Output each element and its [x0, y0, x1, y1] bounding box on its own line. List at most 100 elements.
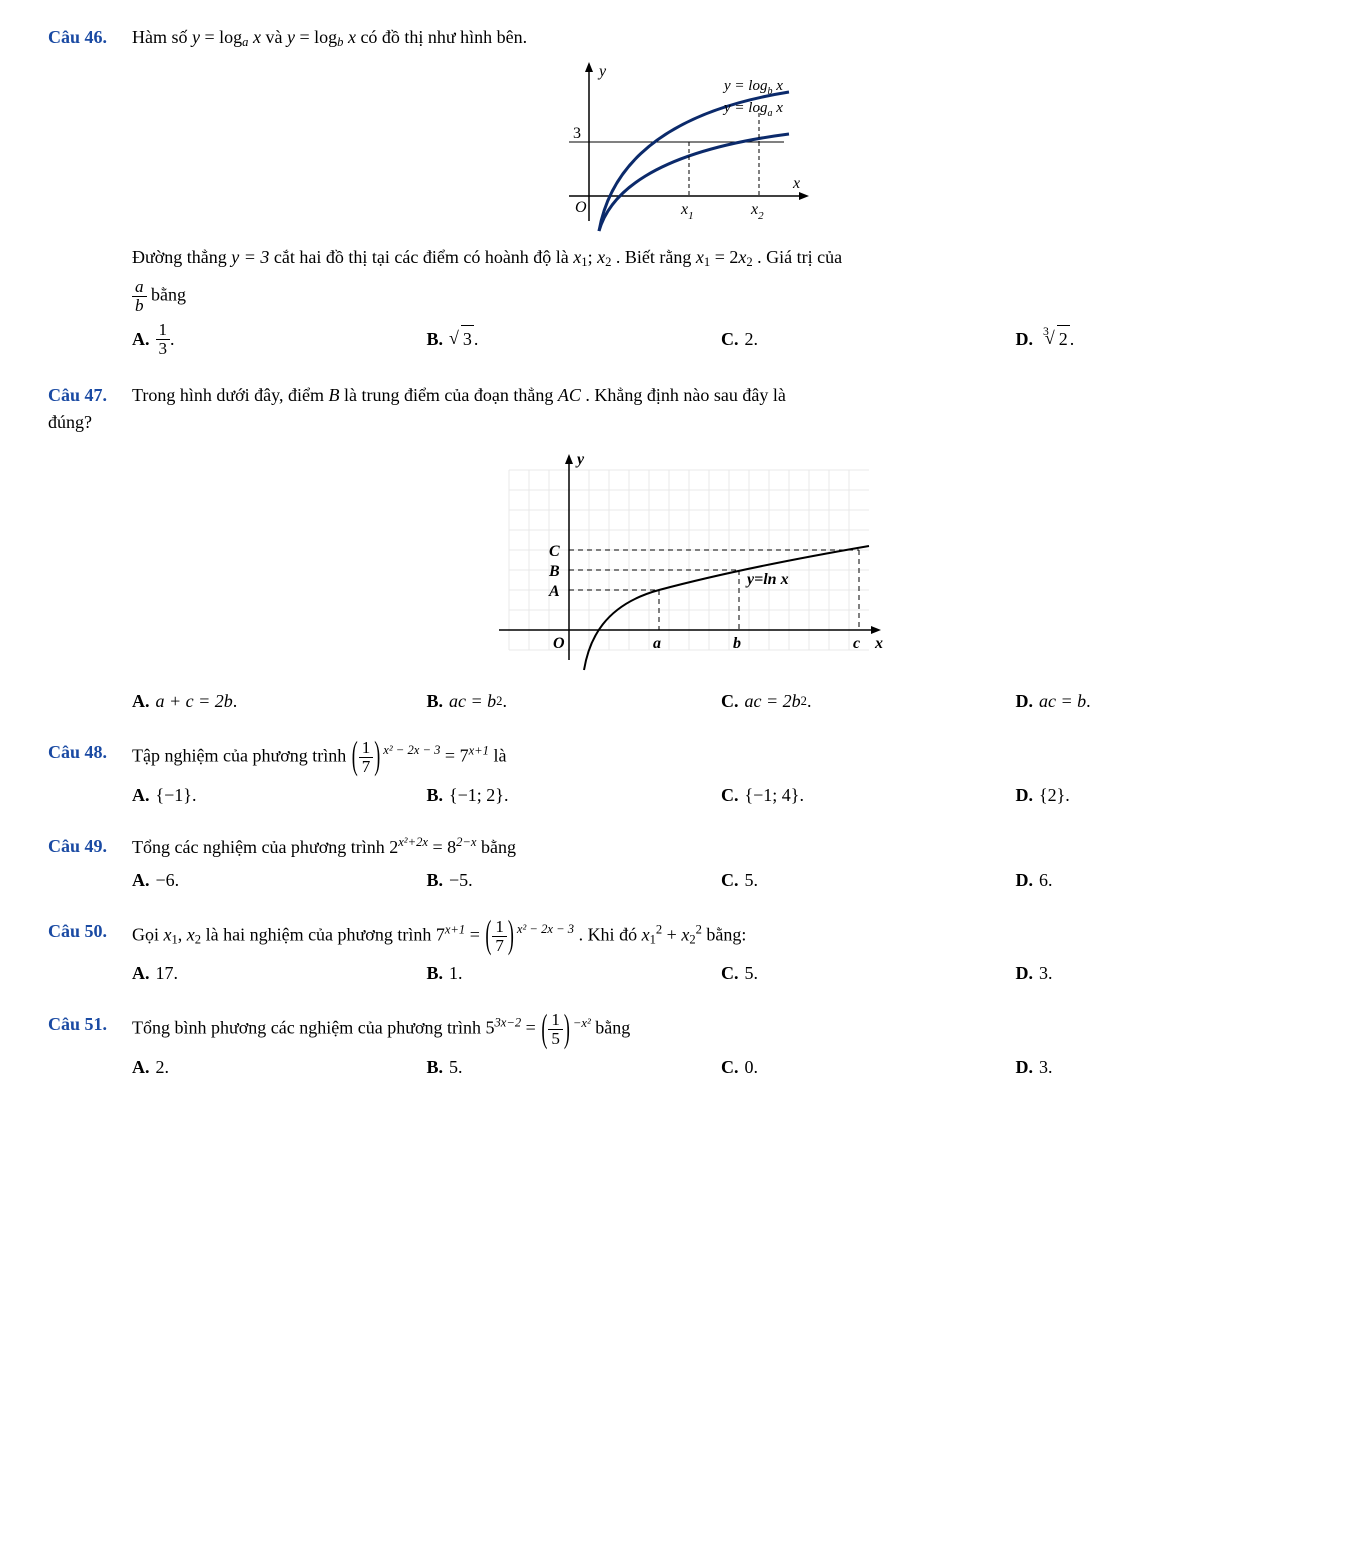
q47-opt-D[interactable]: D. ac = b . [1016, 688, 1311, 715]
q46-A-den: 3 [156, 339, 171, 358]
q46-y-axis-label: y [597, 63, 607, 80]
q49-As: . [175, 867, 180, 894]
q48-s1: Tập nghiệm của phương trình [132, 745, 351, 765]
q50-re: x² − 2x − 3 [517, 922, 574, 936]
q47-opt-A[interactable]: A. a + c = 2b . [132, 688, 427, 715]
q47-B: B [328, 385, 339, 405]
q51-lblA: A. [132, 1054, 150, 1081]
q48-Ds: . [1065, 782, 1070, 809]
q47-B-lhs: ac = b [449, 688, 496, 715]
q50-opt-B[interactable]: B.1. [427, 960, 722, 987]
q47-A-suf: . [233, 688, 238, 715]
q46-label: Câu 46. [48, 24, 132, 51]
q47-a-x-label: a [653, 635, 661, 652]
q51-s2: bằng [595, 1018, 630, 1038]
q48-lblD: D. [1016, 782, 1034, 809]
q51-opt-B[interactable]: B.5. [427, 1054, 722, 1081]
q46-B-rad: 3 [461, 325, 474, 353]
q46-A-num: 1 [156, 321, 171, 339]
q48-opt-C[interactable]: C.{−1; 4}. [721, 782, 1016, 809]
q47-lblB: B. [427, 688, 444, 715]
q49-lblC: C. [721, 867, 739, 894]
q48-opt-A[interactable]: A.{−1}. [132, 782, 427, 809]
q51-lblD: D. [1016, 1054, 1034, 1081]
q47-opt-C[interactable]: C. ac = 2b2 . [721, 688, 1016, 715]
q46-opt-B[interactable]: B. √3 . [427, 321, 722, 358]
q46-opt-C[interactable]: C. 2 . [721, 321, 1016, 358]
q49-A: −6 [156, 867, 175, 894]
q49-D: 6 [1039, 867, 1048, 894]
q46-stem-pre: Hàm số [132, 27, 192, 47]
q48-opt-B[interactable]: B.{−1; 2}. [427, 782, 722, 809]
q48-stem: Tập nghiệm của phương trình (17)x² − 2x … [132, 739, 1310, 776]
q46-x2-label: x2 [750, 201, 764, 222]
q51-re: −x² [573, 1016, 591, 1030]
q49-re: 2−x [456, 835, 476, 849]
q50-opt-C[interactable]: C.5. [721, 960, 1016, 987]
q46-opt-D[interactable]: D. 3√2 . [1016, 321, 1311, 358]
q50-sx1e: 2 [656, 922, 662, 936]
q51-A: 2 [156, 1054, 165, 1081]
q47-A-txt: a + c = 2b [156, 688, 233, 715]
q47-D-txt: ac = b [1039, 688, 1086, 715]
q50-eq: = [470, 924, 485, 944]
q50-Cs: . [754, 960, 759, 987]
q46-opt-A[interactable]: A. 13 . [132, 321, 427, 358]
q46-ytick: 3 [573, 125, 581, 142]
q47-B-suf: . [502, 688, 507, 715]
q47-opt-B[interactable]: B. ac = b2 . [427, 688, 722, 715]
q51-Ds: . [1048, 1054, 1053, 1081]
q51-opt-A[interactable]: A.2. [132, 1054, 427, 1081]
q47-s1: Trong hình dưới đây, điểm [132, 385, 328, 405]
q49-opt-C[interactable]: C.5. [721, 867, 1016, 894]
q47-C-lhs: ac = 2b [745, 688, 801, 715]
q51-opt-C[interactable]: C.0. [721, 1054, 1016, 1081]
q51-stem: Tổng bình phương các nghiệm của phương t… [132, 1011, 1310, 1048]
q46-base2: b [337, 35, 343, 49]
q50-opt-A[interactable]: A.17. [132, 960, 427, 987]
q47-lblA: A. [132, 688, 150, 715]
q50-le: x+1 [445, 922, 465, 936]
q49-opt-A[interactable]: A.−6. [132, 867, 427, 894]
q48-lexp: x² − 2x − 3 [383, 743, 440, 757]
q46-rel-ls: 1 [704, 255, 710, 269]
opt-label-D: D. [1016, 326, 1034, 353]
q49-label: Câu 49. [48, 833, 132, 860]
q50-opt-D[interactable]: D.3. [1016, 960, 1311, 987]
q49-le: x²+2x [398, 835, 428, 849]
q49-opt-B[interactable]: B.−5. [427, 867, 722, 894]
q50-sx2e: 2 [696, 922, 702, 936]
q48-fn: 1 [359, 739, 374, 757]
q46-frac-den: b [132, 296, 147, 315]
q46-rel-l: x [696, 247, 704, 267]
q48-A: {−1} [156, 782, 192, 809]
q48-D: {2} [1039, 782, 1065, 809]
question-46: Câu 46. Hàm số y = loga x và y = logb x … [48, 24, 1310, 358]
q50-C: 5 [745, 960, 754, 987]
q47-A-label: A [548, 583, 560, 600]
q50-label: Câu 50. [48, 918, 132, 945]
q50-lblB: B. [427, 960, 444, 987]
q48-Bs: . [504, 782, 509, 809]
q48-eq: = 7 [445, 745, 469, 765]
q51-s1: Tổng bình phương các nghiệm của phương t… [132, 1018, 485, 1038]
question-49: Câu 49. Tổng các nghiệm của phương trình… [48, 833, 1310, 894]
q46-p2-x2s: 2 [605, 255, 611, 269]
q50-lblC: C. [721, 960, 739, 987]
q46-frac-num: a [132, 278, 147, 296]
q47-stem2: đúng? [48, 409, 1310, 436]
q50-lblD: D. [1016, 960, 1034, 987]
q50-pl: + [667, 924, 682, 944]
q48-options: A.{−1}. B.{−1; 2}. C.{−1; 4}. D.{2}. [132, 782, 1310, 809]
q51-Cs: . [754, 1054, 759, 1081]
q46-p2-x1s: 1 [581, 255, 587, 269]
q51-opt-D[interactable]: D.3. [1016, 1054, 1311, 1081]
q50-stem: Gọi x1, x2 là hai nghiệm của phương trìn… [132, 918, 1310, 955]
q49-options: A.−6. B.−5. C.5. D.6. [132, 867, 1310, 894]
q46-graph-wrap: 3 y x O x1 x2 y = logb x y = loga x [48, 56, 1310, 236]
q46-p2-mid: cắt hai đồ thị tại các điểm có hoành độ … [274, 247, 573, 267]
question-47: Câu 47. Trong hình dưới đây, điểm B là t… [48, 382, 1310, 715]
q48-opt-D[interactable]: D.{2}. [1016, 782, 1311, 809]
q49-opt-D[interactable]: D.6. [1016, 867, 1311, 894]
q47-graph-wrap: y x O A B C a b c y=ln x [48, 440, 1310, 680]
